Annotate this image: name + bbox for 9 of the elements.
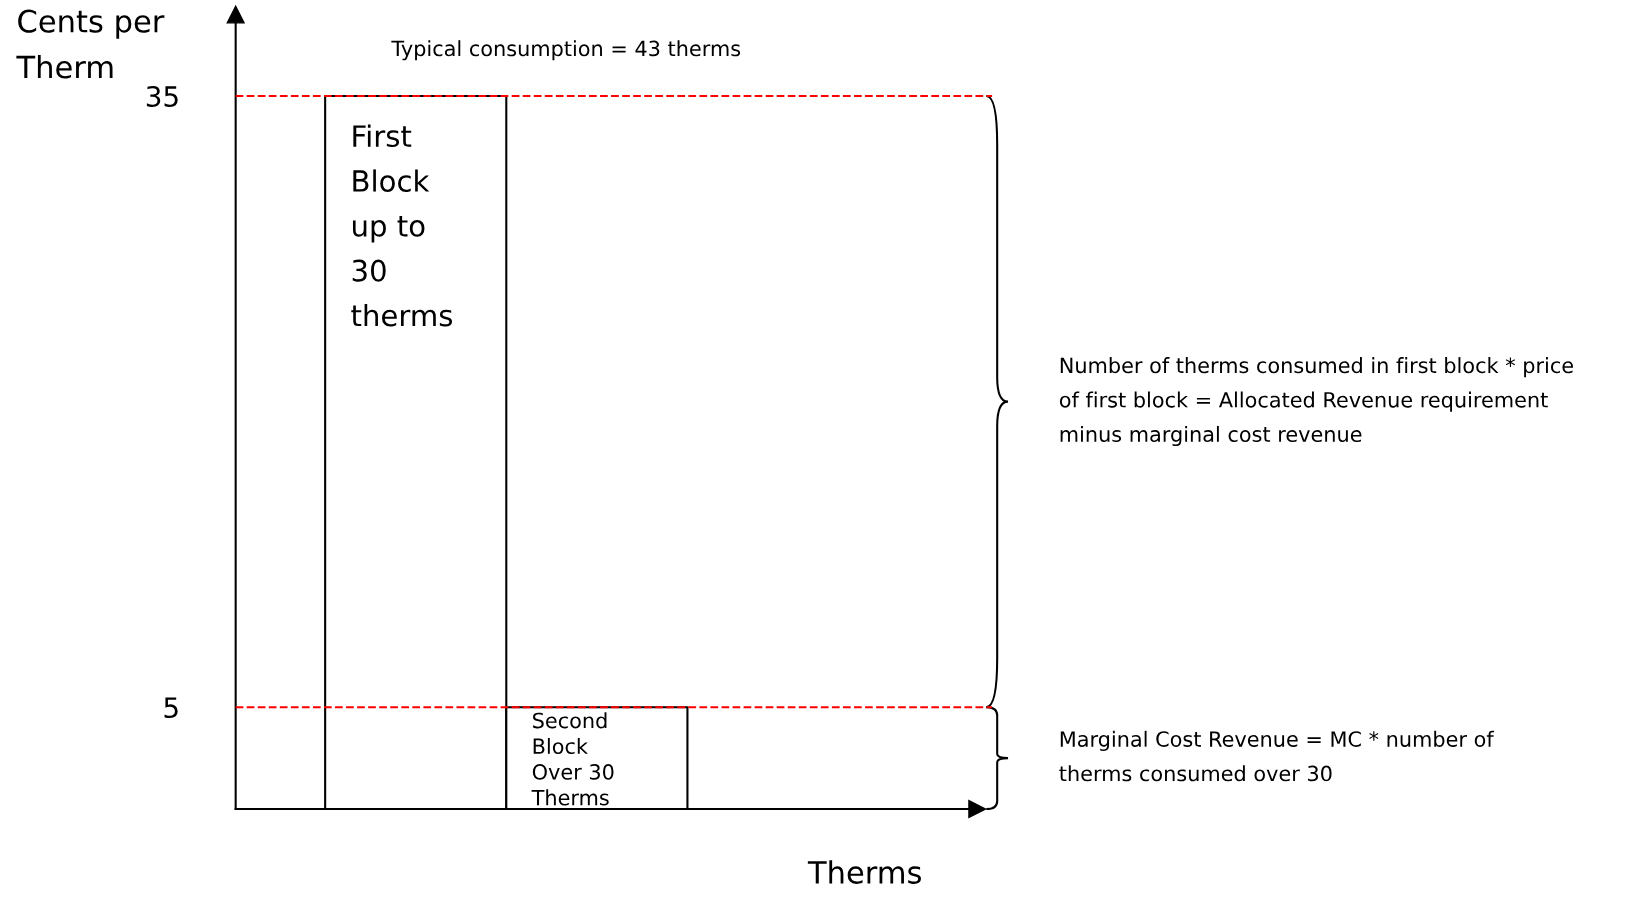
annotation: First Block up to 30 therms xyxy=(351,124,453,327)
y-axis-title: Cents per Therm xyxy=(16,9,165,79)
text: Number of therms consumed in first block * price of first block = Allocated Revenue requirement minus marginal cost revenue xyxy=(1059,357,1573,447)
y-tick-label: 35 xyxy=(146,85,178,107)
x-axis-title: Therms xyxy=(807,860,921,884)
annotation: Typical consumption = 43 therms xyxy=(391,40,741,61)
text: Marginal Cost Revenue = MC * number of therms consumed over 30 xyxy=(1059,730,1495,782)
y-tick-label: 5 xyxy=(164,697,178,719)
annotation: Second Block Over 30 Therms xyxy=(531,712,614,806)
